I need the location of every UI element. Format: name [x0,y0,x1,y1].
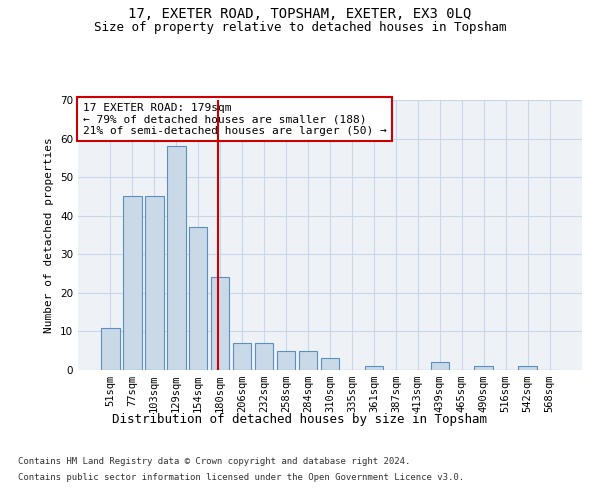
Bar [211,278,229,370]
Bar [167,146,185,370]
Bar [518,366,537,370]
Text: 17, EXETER ROAD, TOPSHAM, EXETER, EX3 0LQ: 17, EXETER ROAD, TOPSHAM, EXETER, EX3 0L… [128,8,472,22]
Bar [277,350,295,370]
Bar [431,362,449,370]
Text: Contains public sector information licensed under the Open Government Licence v3: Contains public sector information licen… [18,472,464,482]
Text: 17 EXETER ROAD: 179sqm
← 79% of detached houses are smaller (188)
21% of semi-de: 17 EXETER ROAD: 179sqm ← 79% of detached… [83,102,387,136]
Bar [189,228,208,370]
Bar [320,358,340,370]
Bar [365,366,383,370]
Bar [475,366,493,370]
Bar [233,343,251,370]
Text: Distribution of detached houses by size in Topsham: Distribution of detached houses by size … [113,412,487,426]
Text: Size of property relative to detached houses in Topsham: Size of property relative to detached ho… [94,21,506,34]
Bar [101,328,119,370]
Bar [255,343,274,370]
Text: Contains HM Land Registry data © Crown copyright and database right 2024.: Contains HM Land Registry data © Crown c… [18,458,410,466]
Y-axis label: Number of detached properties: Number of detached properties [44,137,55,333]
Bar [123,196,142,370]
Bar [299,350,317,370]
Bar [145,196,164,370]
